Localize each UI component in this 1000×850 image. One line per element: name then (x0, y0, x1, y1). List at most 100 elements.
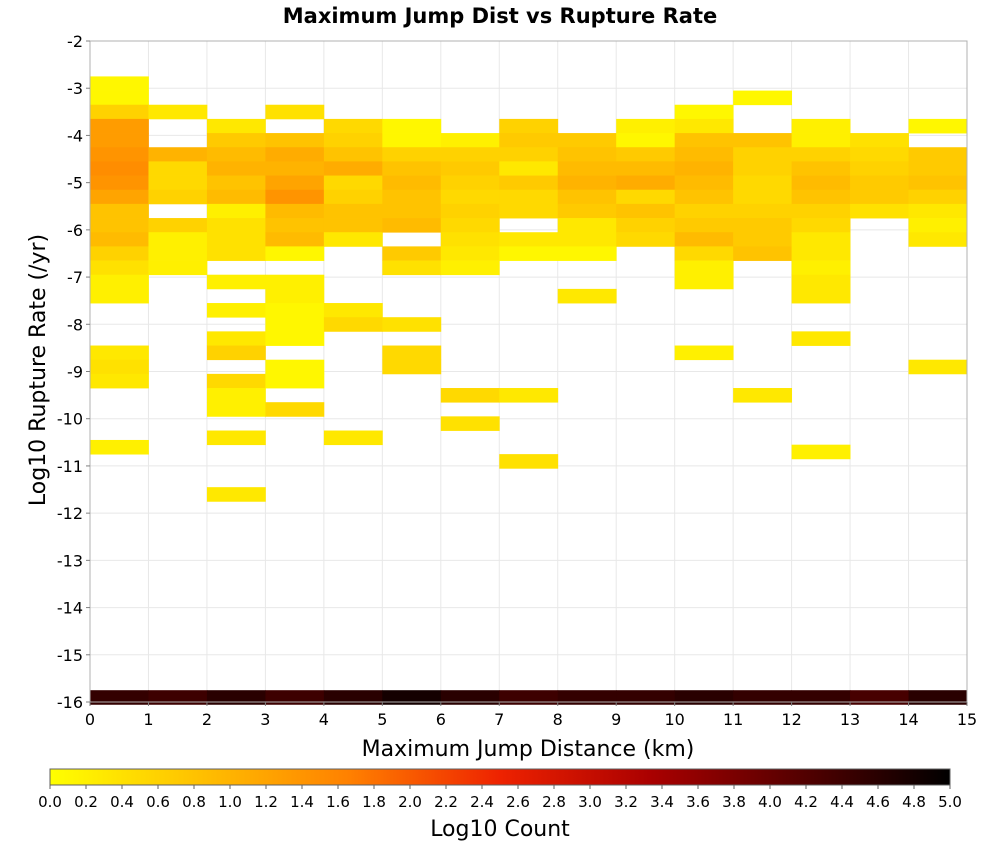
heatmap-cell (791, 274, 851, 290)
y-axis-ticks: -2 -3 -4 -5 -6 -7 -8 -9 -10 -11 -12 -13 -14 -15 -16 (57, 32, 90, 712)
heatmap-cell (908, 218, 968, 233)
heatmap-cell (850, 175, 909, 191)
heatmap-cell (90, 690, 149, 705)
x-tick-label: 15 (957, 710, 977, 729)
heatmap-cell (557, 690, 617, 705)
heatmap-cell (733, 189, 792, 205)
x-tick-label: 12 (781, 710, 801, 729)
x-tick-label: 7 (494, 710, 504, 729)
heatmap-cell (265, 147, 325, 162)
heatmap-cell (382, 133, 442, 148)
heatmap-cell (440, 218, 500, 233)
colorbar-tick-label: 1.0 (218, 793, 242, 811)
y-tick-label: -14 (57, 599, 83, 618)
heatmap-cell (206, 274, 266, 290)
heatmap-cells (90, 76, 968, 705)
heatmap-cell (206, 175, 266, 191)
heatmap-cell (616, 175, 676, 191)
heatmap-cell (323, 218, 383, 233)
y-tick-label: -3 (67, 79, 83, 98)
colorbar-tick-label: 3.0 (578, 793, 602, 811)
heatmap-cell (850, 189, 909, 205)
heatmap-cell (733, 218, 792, 233)
heatmap-cell (206, 402, 266, 417)
heatmap-cell (323, 232, 383, 247)
colorbar-tick-label: 0.2 (74, 793, 98, 811)
heatmap-cell (499, 133, 559, 148)
heatmap-cell (382, 189, 442, 205)
heatmap-cell (616, 218, 676, 233)
heatmap-cell (674, 161, 734, 176)
heatmap-cell (206, 203, 266, 219)
y-tick-label: -12 (57, 504, 83, 523)
colorbar (49, 768, 951, 786)
heatmap-cell (557, 189, 617, 205)
heatmap-cell (206, 218, 266, 233)
heatmap-cell (265, 161, 325, 176)
heatmap-cell (90, 439, 149, 455)
heatmap-cell (791, 218, 851, 233)
heatmap-cell (557, 218, 617, 233)
heatmap-cell (90, 161, 149, 176)
heatmap-cell (733, 690, 792, 705)
x-tick-label: 10 (664, 710, 684, 729)
y-tick-label: -5 (67, 174, 83, 193)
heatmap-cell (265, 175, 325, 191)
heatmap-cell (791, 444, 851, 460)
heatmap-cell (499, 454, 559, 469)
heatmap-cell (90, 175, 149, 191)
heatmap-cell (557, 161, 617, 176)
heatmap-cell (323, 175, 383, 191)
y-tick-label: -9 (67, 363, 83, 382)
heatmap-cell (206, 388, 266, 403)
heatmap-cell (323, 161, 383, 176)
y-axis-label: Log10 Rupture Rate (/yr) (26, 234, 51, 506)
heatmap-cell (440, 133, 500, 148)
heatmap-cell (90, 147, 149, 162)
heatmap-cell (382, 218, 442, 233)
heatmap-cell (850, 203, 909, 219)
heatmap-cell (382, 161, 442, 176)
heatmap-cell (265, 232, 325, 247)
heatmap-cell (908, 690, 968, 705)
heatmap-cell (674, 133, 734, 148)
heatmap-cell (90, 232, 149, 247)
x-axis-ticks: 0 1 2 3 4 5 6 7 8 9 10 11 12 13 14 15 (85, 702, 977, 729)
colorbar-tick-label: 4.6 (866, 793, 890, 811)
heatmap-cell (148, 260, 208, 276)
heatmap-cell (733, 232, 792, 247)
heatmap-cell (148, 161, 208, 176)
heatmap-cell (440, 232, 500, 247)
heatmap-cell (908, 189, 968, 205)
heatmap-cell (440, 246, 500, 261)
heatmap-cell (499, 690, 559, 705)
heatmap-cell (557, 147, 617, 162)
heatmap-cell (791, 203, 851, 219)
colorbar-tick-label: 4.8 (902, 793, 926, 811)
heatmap-cell (90, 260, 149, 276)
heatmap-cell (90, 345, 149, 361)
heatmap-cell (733, 161, 792, 176)
x-tick-label: 13 (840, 710, 860, 729)
heatmap-cell (850, 147, 909, 162)
heatmap-cell (733, 388, 792, 403)
heatmap-cell (90, 218, 149, 233)
heatmap-cell (265, 303, 325, 318)
heatmap-cell (440, 175, 500, 191)
heatmap-cell (908, 203, 968, 219)
heatmap-cell (265, 189, 325, 205)
x-tick-label: 2 (202, 710, 212, 729)
heatmap-cell (908, 359, 968, 375)
heatmap-cell (323, 189, 383, 205)
y-tick-label: -2 (67, 32, 83, 51)
heatmap-cell (382, 260, 442, 276)
heatmap-cell (206, 118, 266, 134)
heatmap-cell (674, 118, 734, 134)
heatmap-cell (323, 430, 383, 446)
heatmap-cell (674, 203, 734, 219)
heatmap-cell (850, 133, 909, 148)
heatmap-cell (499, 232, 559, 247)
heatmap-cell (90, 118, 149, 134)
x-axis-label: Maximum Jump Distance (km) (362, 737, 695, 762)
